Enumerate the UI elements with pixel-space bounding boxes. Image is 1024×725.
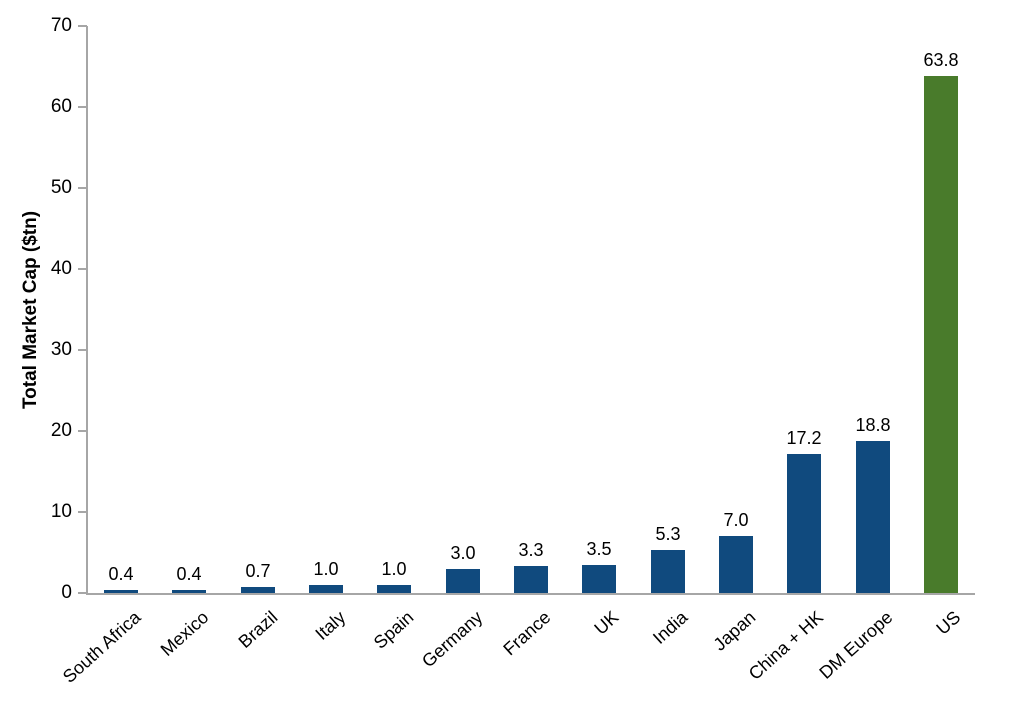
category-label-dm-europe: DM Europe [815, 607, 897, 683]
category-label-japan: Japan [709, 607, 760, 655]
y-tick-label-20: 20 [50, 420, 72, 441]
bar-brazil [241, 587, 275, 593]
bar-dm-europe [856, 441, 890, 593]
category-label-france: France [499, 607, 555, 660]
bar-india [651, 550, 685, 593]
y-tick-label-60: 60 [50, 96, 72, 117]
bar-spain [377, 585, 411, 593]
x-axis-line [86, 593, 975, 595]
value-label-france: 3.3 [518, 540, 544, 560]
bar-japan [719, 536, 753, 593]
value-label-mexico: 0.4 [176, 564, 202, 584]
value-label-spain: 1.0 [381, 559, 407, 579]
category-label-mexico: Mexico [156, 607, 213, 661]
y-tick-label-40: 40 [50, 258, 72, 279]
category-label-south-africa: South Africa [58, 607, 145, 687]
y-axis-line [86, 26, 88, 595]
value-label-india: 5.3 [655, 524, 681, 544]
bar-south-africa [104, 590, 138, 593]
value-label-japan: 7.0 [723, 510, 749, 530]
category-label-india: India [648, 607, 692, 648]
y-tick-label-50: 50 [50, 177, 72, 198]
y-tick-30 [78, 349, 87, 351]
y-tick-0 [78, 592, 87, 594]
category-label-uk: UK [590, 607, 623, 639]
value-label-italy: 1.0 [313, 559, 339, 579]
category-label-germany: Germany [417, 607, 487, 672]
y-axis-title: Total Market Cap ($tn) [20, 210, 41, 410]
bar-china-hk [787, 454, 821, 593]
value-label-china-hk: 17.2 [786, 428, 822, 448]
y-tick-10 [78, 511, 87, 513]
y-tick-60 [78, 106, 87, 108]
bar-mexico [172, 590, 206, 593]
y-tick-label-70: 70 [50, 15, 72, 36]
category-label-italy: Italy [311, 607, 350, 644]
y-tick-20 [78, 430, 87, 432]
y-tick-40 [78, 268, 87, 270]
y-tick-70 [78, 25, 87, 27]
y-tick-label-0: 0 [61, 582, 72, 603]
bar-uk [582, 565, 616, 593]
category-label-us: US [932, 607, 965, 639]
value-label-germany: 3.0 [450, 543, 476, 563]
y-tick-label-10: 10 [50, 501, 72, 522]
value-label-dm-europe: 18.8 [855, 415, 891, 435]
y-tick-label-30: 30 [50, 339, 72, 360]
value-label-uk: 3.5 [586, 539, 612, 559]
category-label-china-hk: China + HK [745, 607, 828, 684]
value-label-south-africa: 0.4 [108, 564, 134, 584]
bottom-divider-line [0, 711, 1024, 713]
value-label-brazil: 0.7 [245, 561, 271, 581]
bar-us [924, 76, 958, 593]
value-label-us: 63.8 [923, 50, 959, 70]
bar-france [514, 566, 548, 593]
y-tick-50 [78, 187, 87, 189]
bar-germany [446, 569, 480, 593]
category-label-spain: Spain [369, 607, 418, 653]
category-label-brazil: Brazil [234, 607, 282, 652]
bar-italy [309, 585, 343, 593]
